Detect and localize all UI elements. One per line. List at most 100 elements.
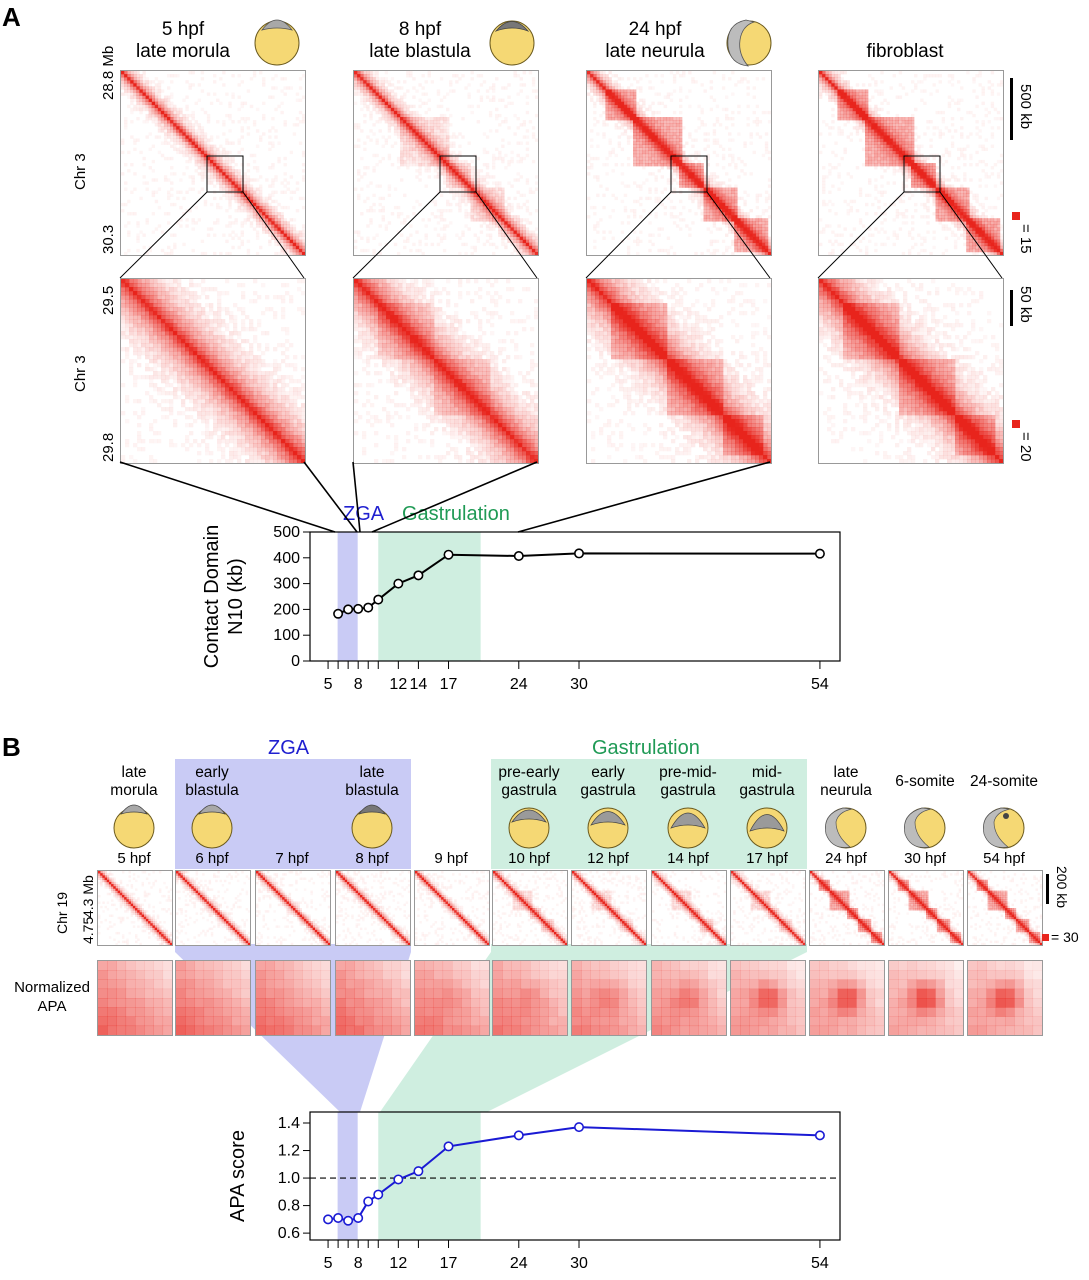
y-tick-label: 300 xyxy=(273,576,300,593)
apa-map-b-9 xyxy=(730,960,806,1036)
x-tick-label: 5 xyxy=(324,1255,333,1272)
plot-frame xyxy=(309,531,841,662)
apa-map-b-6 xyxy=(492,960,568,1036)
stage-a-3-hpf: 24 hpf xyxy=(628,19,682,40)
embryo-icon-8 xyxy=(667,807,709,849)
data-point xyxy=(393,578,404,589)
b-end-label: 4.75 xyxy=(80,916,96,944)
y-tick-label: 100 xyxy=(273,627,300,644)
connector-line xyxy=(517,461,771,533)
scale-label-200kb: 200 kb xyxy=(1054,866,1070,909)
y-axis-label: N10 (kb) xyxy=(225,558,247,635)
x-tick-label: 5 xyxy=(324,676,333,693)
stage-a-2: 8 hpf late blastula xyxy=(355,19,485,63)
apa-map-b-7 xyxy=(571,960,647,1036)
stage-b-name-10: late neurula xyxy=(820,764,872,799)
apa-row-label: Normalized APA xyxy=(14,979,90,1015)
stage-b-name-11: 6-somite xyxy=(895,773,955,790)
gastrulation-label-b: Gastrulation xyxy=(592,737,700,759)
x-tick-label: 17 xyxy=(440,1255,458,1272)
stage-b-hpf-2: 6 hpf xyxy=(195,850,229,867)
stage-b-hpf-9: 17 hpf xyxy=(746,850,788,867)
data-point xyxy=(814,548,825,559)
color-label-b: = 30 xyxy=(1051,929,1079,945)
color-key-a-top xyxy=(1012,212,1020,220)
connector-line xyxy=(371,461,538,533)
apa-map-b-2 xyxy=(175,960,251,1036)
b-mb-label: 4.3 Mb xyxy=(80,875,96,918)
apa-map-b-11 xyxy=(888,960,964,1036)
a-zoom-chr-label: Chr 3 xyxy=(72,355,89,392)
color-key-b xyxy=(1042,934,1049,941)
embryo-icons-b xyxy=(113,804,1025,849)
panel-b-letter: B xyxy=(2,732,21,762)
data-point xyxy=(363,1196,374,1207)
connector-line xyxy=(352,461,361,533)
chart-a-contact-domain: 0 100 200 300 400 500 5 8 12 14 17 24 30 54 Contact Do… xyxy=(119,461,841,693)
stage-b-name-4: late blastula xyxy=(345,764,399,799)
x-tick-label: 17 xyxy=(440,676,458,693)
a-zoom-start-label: 29.5 xyxy=(100,285,117,315)
scale-bar-200kb xyxy=(1046,874,1049,904)
stage-b-hpf-6: 10 hpf xyxy=(508,850,550,867)
x-tick-label: 24 xyxy=(510,676,528,693)
x-tick-label: 54 xyxy=(811,676,829,693)
data-point xyxy=(373,1189,384,1200)
heatmap-b-3 xyxy=(255,870,331,946)
x-tick-label: 8 xyxy=(354,1255,363,1272)
b-chr-label: Chr 19 xyxy=(54,891,70,934)
heatmap-b-6 xyxy=(492,870,568,946)
chart-b-apa-score: 0.6 0.8 1.0 1.2 1.4 5 8 12 17 24 30 54 APA score xyxy=(227,1111,841,1272)
embryo-icon-4 xyxy=(351,804,393,849)
stage-b-hpf-11: 30 hpf xyxy=(904,850,946,867)
stage-a-2-name: late blastula xyxy=(369,41,471,62)
heatmap-a-24hpf xyxy=(586,70,772,256)
heatmap-b-12 xyxy=(967,870,1043,946)
data-point xyxy=(513,550,524,561)
heatmap-a-zoom-5hpf xyxy=(120,278,306,464)
heatmap-a-5hpf xyxy=(120,70,306,256)
color-label-a-top: = 15 xyxy=(1017,224,1034,254)
heatmap-b-2 xyxy=(175,870,251,946)
embryo-morula-icon xyxy=(254,19,300,66)
y-tick-label: 0 xyxy=(291,653,300,670)
plot-frame xyxy=(309,1111,841,1241)
data-point xyxy=(343,1215,354,1226)
data-point xyxy=(353,603,364,614)
scale-label-50kb: 50 kb xyxy=(1017,286,1034,323)
stage-b-name-6: pre-early gastrula xyxy=(498,764,560,799)
connector-line xyxy=(303,461,358,533)
y-tick-label: 1.2 xyxy=(278,1143,300,1160)
stage-b-hpf-3: 7 hpf xyxy=(275,850,309,867)
stage-b-name-8: pre-mid- gastrula xyxy=(659,764,717,799)
stage-b-hpf-1: 5 hpf xyxy=(117,850,151,867)
x-tick-label: 12 xyxy=(389,1255,407,1272)
heatmap-b-8 xyxy=(651,870,727,946)
connector-line xyxy=(119,461,336,533)
embryo-neurula-icon xyxy=(726,19,772,67)
heatmap-b-1 xyxy=(97,870,173,946)
data-point xyxy=(373,594,384,605)
heatmap-a-8hpf xyxy=(353,70,539,256)
data-point xyxy=(393,1174,404,1185)
embryo-icon-7 xyxy=(587,807,629,849)
gastrulation-band xyxy=(378,532,481,661)
zga-label-a: ZGA xyxy=(343,503,385,525)
color-key-a-zoom xyxy=(1012,420,1020,428)
data-point xyxy=(353,1212,364,1223)
heatmap-b-4 xyxy=(335,870,411,946)
stage-a-1: 5 hpf late morula xyxy=(118,19,248,63)
heatmap-a-fibroblast xyxy=(818,70,1004,256)
x-tick-label: 54 xyxy=(811,1255,829,1272)
stage-b-hpf-5: 9 hpf xyxy=(434,850,468,867)
heatmap-a-zoom-8hpf xyxy=(353,278,539,464)
data-point xyxy=(363,602,374,613)
stage-a-3: 24 hpf late neurula xyxy=(590,19,720,63)
stage-a-4-name: fibroblast xyxy=(866,41,944,62)
stage-b-hpf-10: 24 hpf xyxy=(825,850,867,867)
y-axis-label: APA score xyxy=(227,1130,249,1222)
gastrulation-band xyxy=(378,1112,481,1240)
x-tick-label: 30 xyxy=(570,676,588,693)
y-tick-label: 0.8 xyxy=(278,1198,300,1215)
heatmap-b-5 xyxy=(414,870,490,946)
